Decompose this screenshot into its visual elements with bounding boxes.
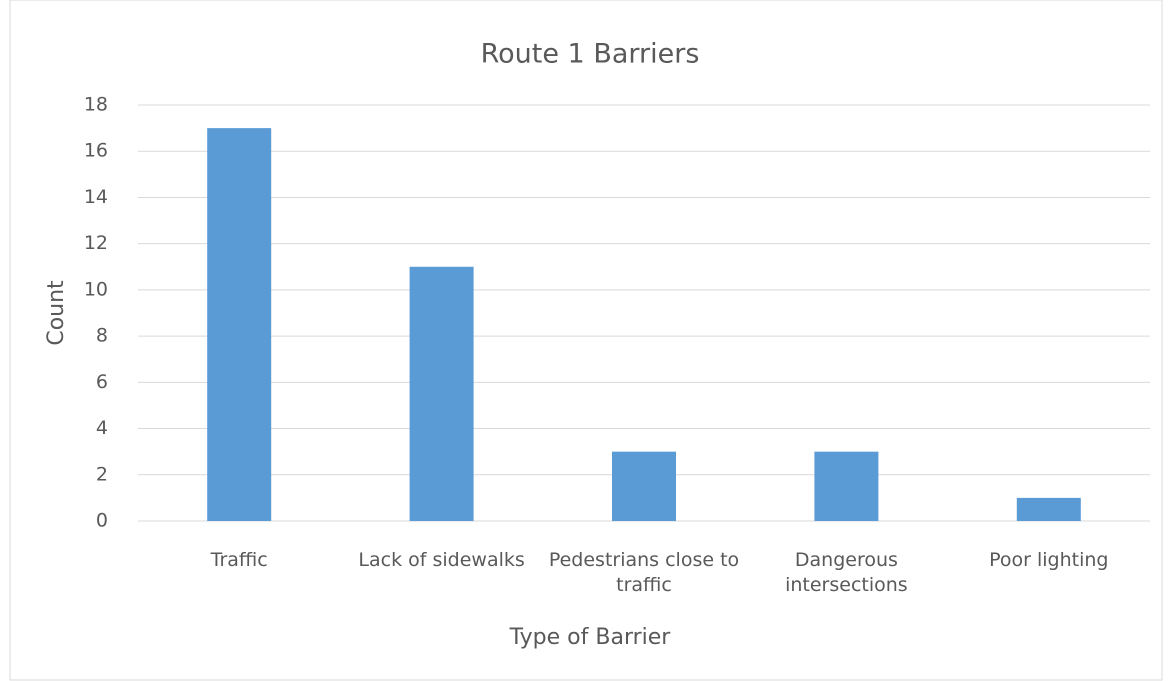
bar (814, 451, 879, 521)
y-tick-label: 12 (84, 232, 108, 254)
y-tick-label: 4 (96, 417, 108, 439)
chart-title: Route 1 Barriers (481, 39, 700, 70)
y-tick-label: 16 (84, 140, 108, 162)
x-tick-label: Pedestrians close to traffic (548, 549, 740, 596)
y-tick-label: 0 (96, 510, 108, 532)
y-tick-label: 8 (96, 325, 108, 347)
bar (207, 128, 272, 521)
y-tick-label: 10 (84, 278, 108, 300)
bar (1016, 497, 1081, 521)
chart-border (9, 0, 1163, 681)
x-axis-title: Type of Barrier (509, 625, 672, 650)
x-tick-label: Traffic (210, 549, 268, 571)
bar (409, 266, 474, 521)
x-tick-label: Poor lighting (989, 549, 1109, 571)
x-tick-label: Lack of sidewalks (358, 549, 525, 571)
y-tick-label: 18 (84, 94, 108, 116)
bar (612, 451, 676, 521)
y-axis-title: Count (44, 280, 69, 346)
y-tick-label: 14 (84, 186, 108, 208)
y-tick-label: 2 (96, 463, 108, 485)
y-tick-label: 6 (96, 371, 108, 393)
x-tick-label: Dangerous intersections (785, 549, 908, 596)
